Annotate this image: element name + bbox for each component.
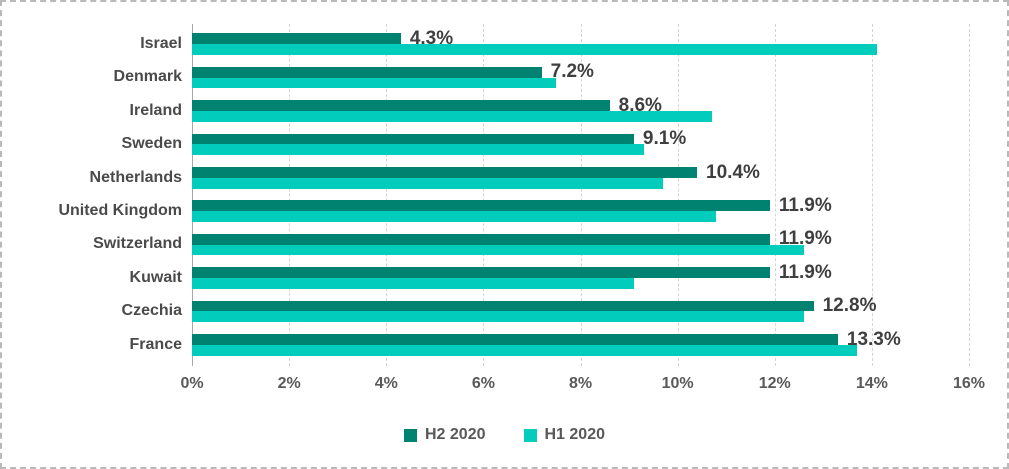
bar-h2-2020 bbox=[192, 100, 610, 111]
x-tick-label: 4% bbox=[374, 375, 398, 392]
data-label: 7.2% bbox=[550, 61, 594, 83]
x-tick-label: 10% bbox=[661, 375, 694, 392]
data-label: 12.8% bbox=[822, 295, 877, 317]
legend-item-h2-2020: H2 2020 bbox=[404, 425, 486, 445]
bar-h2-2020 bbox=[192, 267, 770, 278]
x-tick-label: 6% bbox=[471, 375, 495, 392]
bar-h1-2020 bbox=[192, 144, 644, 156]
legend-swatch-h1-2020 bbox=[523, 428, 537, 442]
bar-h2-2020 bbox=[192, 33, 401, 45]
bar-h1-2020 bbox=[192, 177, 664, 189]
gridline bbox=[289, 24, 291, 366]
y-axis-line bbox=[192, 24, 193, 366]
x-tick-label: 0% bbox=[180, 375, 204, 392]
legend-label: H2 2020 bbox=[425, 426, 486, 443]
category-label: Ireland bbox=[129, 101, 182, 119]
data-label: 11.9% bbox=[778, 195, 832, 216]
data-label: 8.6% bbox=[618, 94, 662, 116]
category-label: France bbox=[129, 335, 182, 353]
legend-label: H1 2020 bbox=[544, 426, 606, 443]
data-label: 9.1% bbox=[642, 128, 687, 150]
data-label: 10.4% bbox=[706, 161, 760, 183]
category-label: Kuwait bbox=[129, 268, 182, 286]
gridline bbox=[969, 24, 970, 366]
category-label: Denmark bbox=[113, 68, 182, 86]
bar-h2-2020 bbox=[192, 334, 838, 345]
gridline bbox=[386, 24, 388, 366]
bar-h2-2020 bbox=[192, 200, 770, 212]
bar-h1-2020 bbox=[192, 77, 557, 89]
x-tick-label: 8% bbox=[568, 375, 593, 392]
data-label: 11.9% bbox=[778, 261, 832, 283]
bar-h1-2020 bbox=[192, 278, 634, 289]
bar-h1-2020 bbox=[192, 311, 804, 323]
gridline bbox=[871, 24, 873, 366]
bar-h1-2020 bbox=[192, 244, 804, 256]
data-label: 4.3% bbox=[409, 28, 454, 49]
legend: H2 2020 H1 2020 bbox=[2, 425, 1007, 445]
data-label: 13.3% bbox=[846, 328, 901, 350]
bar-h2-2020 bbox=[192, 133, 634, 145]
category-label: United Kingdom bbox=[58, 202, 182, 219]
category-label: Switzerland bbox=[93, 235, 182, 253]
category-label: Sweden bbox=[121, 135, 182, 153]
bar-h1-2020 bbox=[192, 344, 858, 356]
bar-h2-2020 bbox=[192, 300, 814, 312]
bar-h2-2020 bbox=[192, 167, 698, 178]
bar-h2-2020 bbox=[192, 66, 542, 78]
gridline bbox=[483, 24, 485, 366]
category-label: Netherlands bbox=[89, 168, 182, 186]
category-label: Israel bbox=[140, 35, 182, 52]
category-label: Czechia bbox=[121, 302, 182, 320]
legend-swatch-h2-2020 bbox=[404, 428, 417, 442]
x-tick-label: 16% bbox=[952, 375, 986, 392]
x-tick-label: 14% bbox=[855, 375, 888, 392]
gridline bbox=[580, 24, 582, 366]
bar-h1-2020 bbox=[192, 111, 712, 122]
bar-h2-2020 bbox=[192, 233, 770, 245]
gridline bbox=[774, 24, 776, 366]
bar-h1-2020 bbox=[192, 44, 877, 55]
gridline bbox=[677, 24, 679, 366]
x-tick-label: 12% bbox=[758, 375, 791, 392]
bar-h1-2020 bbox=[192, 211, 717, 222]
data-label: 11.9% bbox=[778, 228, 832, 250]
legend-item-h1-2020: H1 2020 bbox=[523, 425, 606, 445]
x-tick-label: 2% bbox=[277, 375, 301, 392]
